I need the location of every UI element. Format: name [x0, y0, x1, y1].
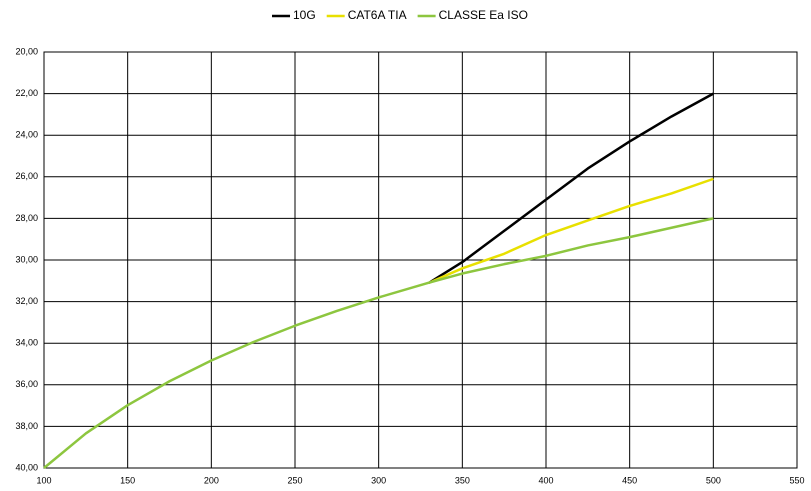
- x-tick-label: 400: [538, 475, 553, 485]
- y-tick-label: 24,00: [15, 130, 38, 140]
- x-tick-label: 300: [371, 475, 386, 485]
- y-tick-label: 40,00: [15, 462, 38, 472]
- x-tick-label: 100: [36, 475, 51, 485]
- series-line: [428, 92, 714, 284]
- x-tick-label: 250: [287, 475, 302, 485]
- x-tick-label: 550: [789, 475, 804, 485]
- x-tick-label: 450: [622, 475, 637, 485]
- series-line: [428, 177, 714, 285]
- legend-label: CAT6A TIA: [348, 8, 407, 22]
- legend-label: 10G: [293, 8, 316, 22]
- y-tick-label: 36,00: [15, 379, 38, 389]
- y-tick-label: 30,00: [15, 254, 38, 264]
- legend-label: CLASSE Ea ISO: [439, 8, 528, 22]
- x-tick-label: 200: [204, 475, 219, 485]
- x-tick-label: 150: [120, 475, 135, 485]
- y-tick-label: 28,00: [15, 213, 38, 223]
- plot-frame: [43, 51, 798, 469]
- y-tick-label: 22,00: [15, 88, 38, 98]
- y-tick-label: 38,00: [15, 421, 38, 431]
- y-tick-label: 34,00: [15, 338, 38, 348]
- series-line: [43, 217, 714, 469]
- legend: 10G CAT6A TIA CLASSE Ea ISO: [272, 8, 528, 22]
- y-tick-label: 32,00: [15, 296, 38, 306]
- y-tick-label: 20,00: [15, 46, 38, 56]
- x-tick-label: 350: [455, 475, 470, 485]
- x-tick-label: 500: [706, 475, 721, 485]
- y-tick-label: 26,00: [15, 171, 38, 181]
